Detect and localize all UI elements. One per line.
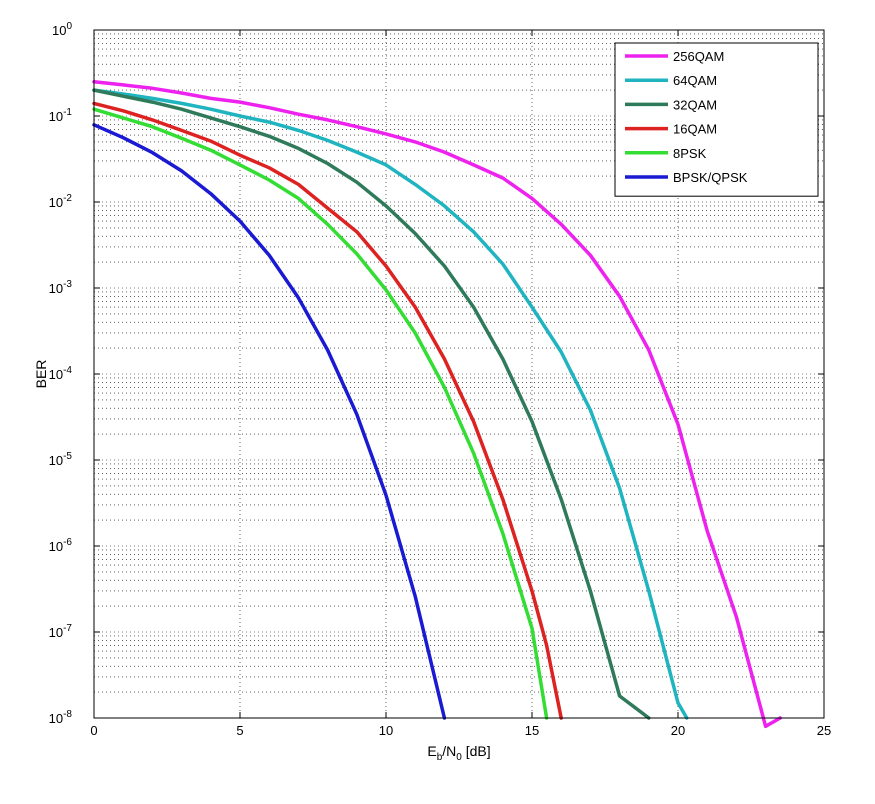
series-line-64qam: [92, 88, 689, 720]
x-axis-label-sub2: 0: [456, 752, 462, 763]
x-axis-label-mid: /N: [442, 743, 456, 759]
y-tick-label: 10-4: [49, 365, 73, 382]
series-line-16qam: [92, 101, 563, 720]
y-tick-base: 10: [49, 539, 63, 554]
y-tick-exponent: -6: [63, 537, 72, 548]
x-axis-label: Eb/N0 [dB]: [427, 743, 490, 763]
y-tick-label: 10-3: [49, 279, 73, 296]
legend-label: 32QAM: [673, 97, 717, 112]
y-tick-exponent: 0: [66, 21, 72, 32]
y-tick-base: 10: [52, 23, 66, 38]
x-axis-label-main: E: [427, 743, 436, 759]
y-tick-label: 10-6: [49, 537, 73, 554]
series-line-8psk: [92, 107, 549, 720]
y-tick-base: 10: [49, 453, 63, 468]
x-tick-label: 0: [90, 723, 97, 738]
y-axis-label: BER: [33, 360, 49, 389]
y-tick-label: 10-1: [49, 107, 73, 124]
x-tick-label: 20: [671, 723, 685, 738]
y-tick-base: 10: [49, 625, 63, 640]
y-tick-exponent: -1: [63, 107, 72, 118]
y-tick-label: 10-8: [49, 709, 73, 726]
y-tick-exponent: -3: [63, 279, 72, 290]
x-tick-label: 5: [236, 723, 243, 738]
legend-label: BPSK/QPSK: [673, 170, 748, 185]
series-line-256qam: [92, 80, 782, 729]
y-tick-exponent: -8: [63, 709, 72, 720]
y-tick-base: 10: [49, 195, 63, 210]
series-line-32qam: [92, 88, 651, 720]
legend-box: [614, 42, 819, 197]
y-tick-exponent: -5: [63, 451, 72, 462]
y-tick-base: 10: [49, 367, 63, 382]
y-tick-label: 10-2: [49, 193, 73, 210]
x-tick-label: 25: [817, 723, 831, 738]
x-tick-label: 15: [525, 723, 539, 738]
y-tick-base: 10: [49, 109, 63, 124]
y-tick-base: 10: [49, 281, 63, 296]
y-tick-exponent: -7: [63, 623, 72, 634]
y-tick-exponent: -2: [63, 193, 72, 204]
legend-label: 16QAM: [673, 122, 717, 137]
y-tick-label: 100: [52, 21, 72, 38]
y-tick-label: 10-7: [49, 623, 73, 640]
y-tick-base: 10: [49, 711, 63, 726]
x-axis-label-tail: [dB]: [462, 743, 491, 759]
y-tick-exponent: -4: [63, 365, 72, 376]
ticks: 0 5 10 15 20 2510010-110-210-310-410-510-610-…: [49, 21, 832, 738]
series-line-bpsk-qpsk: [92, 123, 447, 720]
y-tick-label: 10-5: [49, 451, 73, 468]
series-group: [92, 80, 782, 729]
legend: 256QAM 64QAM 32QAM 16QAM 8PSK BPSK/QPSK: [614, 42, 819, 197]
legend-label: 256QAM: [673, 49, 724, 64]
x-tick-label: 10: [379, 723, 393, 738]
x-axis-label-sub1: b: [437, 752, 443, 763]
legend-label: 64QAM: [673, 73, 717, 88]
legend-label: 8PSK: [673, 146, 707, 161]
